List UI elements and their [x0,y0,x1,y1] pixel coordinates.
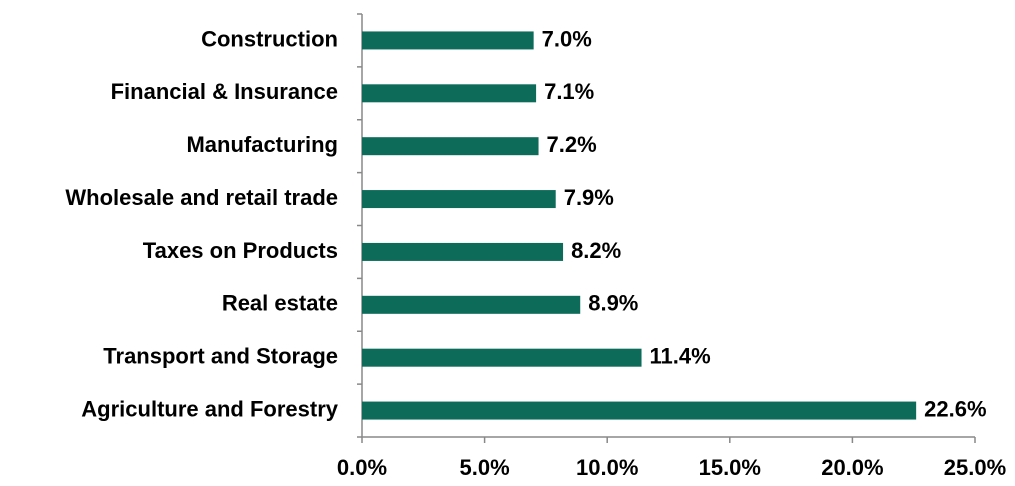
value-label: 8.9% [588,291,638,316]
bar [362,84,537,103]
x-tick-label: 5.0% [460,455,510,480]
value-label: 8.2% [571,238,621,263]
value-label: 7.1% [544,79,594,104]
y-tick-label: Manufacturing [186,132,338,157]
y-tick-label: Financial & Insurance [111,79,338,104]
value-label: 7.9% [564,185,614,210]
value-label: 7.2% [547,132,597,157]
bar [362,31,534,50]
x-tick-label: 0.0% [337,455,387,480]
bar [362,242,564,261]
y-tick-label: Taxes on Products [143,238,338,263]
y-tick-label: Construction [201,26,338,51]
bar [362,348,642,367]
y-tick-label: Wholesale and retail trade [65,185,338,210]
value-label: 22.6% [924,396,986,421]
value-label: 7.0% [542,26,592,51]
bar [362,190,556,209]
x-tick-label: 15.0% [699,455,761,480]
bar [362,295,581,314]
x-tick-label: 20.0% [821,455,883,480]
bar [362,401,917,420]
x-tick-label: 10.0% [576,455,638,480]
y-tick-label: Agriculture and Forestry [81,396,338,421]
y-tick-label: Real estate [222,291,338,316]
y-tick-label: Transport and Storage [103,344,338,369]
value-label: 11.4% [650,344,711,369]
bar [362,137,539,156]
x-tick-label: 25.0% [944,455,1006,480]
